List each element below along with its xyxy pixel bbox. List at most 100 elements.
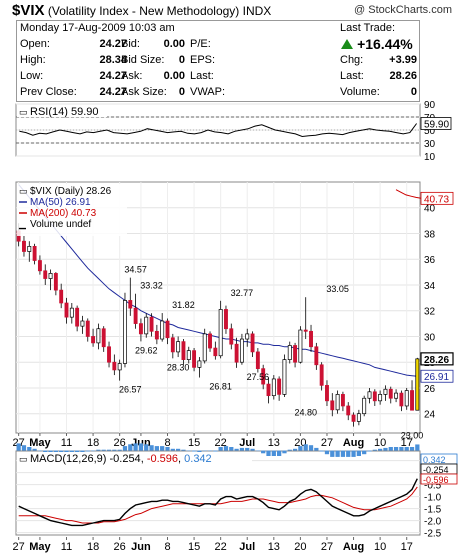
change-pct-value: +16.44% (357, 36, 413, 52)
macd-x-tick-label: 22 (215, 541, 227, 553)
price-tag (420, 352, 454, 366)
price-annotation: 27.56 (247, 372, 270, 382)
eps-label: EPS: (190, 54, 216, 66)
macd-histogram-bar (90, 450, 96, 452)
rsi-title: RSI(14) 59.90 (30, 106, 98, 118)
candle-body (383, 388, 388, 395)
prev-close-value: 24.27 (99, 86, 127, 98)
candle-body (192, 350, 197, 368)
candle-body (346, 405, 351, 416)
candle-body (410, 390, 414, 411)
candle-body (22, 240, 26, 252)
candle-body (43, 270, 48, 279)
price-tick-label: 30 (424, 332, 436, 343)
price-x-tick-label: 8 (164, 437, 170, 449)
change-pct: +16.44% (340, 36, 413, 52)
macd-histogram-bar (239, 447, 245, 451)
macd-histogram-bar (128, 444, 133, 451)
candle-body (48, 273, 53, 279)
up-triangle-icon (341, 39, 353, 49)
price-tick-label: 26 (424, 384, 436, 395)
last-label: Last: (340, 70, 364, 82)
ask-value: 0.00 (163, 70, 185, 82)
candle-body (208, 333, 212, 349)
candle-body (213, 347, 218, 357)
price-annotation: 32.77 (231, 288, 254, 298)
macd-tick-label: -2.5 (424, 529, 442, 540)
price-annotation: 24.80 (294, 407, 317, 417)
macd-histogram-bar (404, 447, 409, 451)
last-value: 28.26 (389, 70, 417, 82)
macd-title-part: -0.254 (109, 453, 140, 465)
price-x-tick-label: 10 (374, 437, 386, 449)
price-x-tick-label: 22 (215, 437, 227, 449)
bid-value: 0.00 (163, 38, 185, 50)
price-tick-label: 36 (424, 255, 436, 266)
candle-body (293, 345, 298, 363)
macd-histogram-bar (122, 446, 128, 451)
price-annotation: 33.05 (326, 284, 349, 294)
candle-body (325, 385, 329, 402)
macd-histogram-bar (292, 448, 298, 451)
pe-label: P/E: (190, 38, 211, 50)
legend-label: MA(50) 26.91 (30, 197, 91, 208)
candle-body (101, 328, 106, 348)
candle-body (314, 346, 319, 366)
candle-body (91, 336, 96, 344)
macd-histogram-bar (330, 450, 335, 457)
ask-label: Ask: (121, 70, 143, 82)
candle-body (197, 360, 202, 368)
macd-histogram-bar (255, 450, 260, 452)
candle-body (394, 392, 399, 399)
prev-close-label: Prev Close: (20, 86, 77, 98)
candle-body (123, 300, 127, 364)
candle-body (388, 388, 393, 399)
candle-body (340, 394, 345, 407)
macd-tag-label: 0.342 (423, 455, 446, 465)
ask-size-label: Ask Size: (121, 86, 167, 98)
macd-tick-label: -1.5 (424, 505, 442, 516)
macd-histogram-bar (75, 450, 80, 454)
candle-body (165, 320, 170, 339)
candle-body (59, 289, 64, 304)
candle-body (245, 333, 250, 340)
candle-body (128, 300, 133, 309)
macd-histogram-bar (170, 448, 175, 451)
candle-body (37, 260, 42, 272)
macd-title-part: 0.342 (184, 453, 212, 465)
candle-body (32, 246, 37, 261)
macd-line (18, 478, 418, 527)
macd-histogram-bar (356, 450, 361, 456)
macd-histogram-bar (101, 449, 106, 451)
legend-label: MA(200) 40.73 (30, 208, 97, 219)
candle-body (367, 391, 372, 399)
macd-x-tick-label: Aug (343, 541, 364, 553)
candle-body (138, 323, 143, 335)
candle-body (303, 329, 308, 332)
price-tick-label: 38 (424, 229, 436, 240)
price-tick-label: 34 (424, 281, 436, 292)
macd-histogram-bar (191, 450, 197, 452)
credit-text: @ StockCharts.com (354, 4, 452, 16)
candle-body (170, 337, 175, 353)
candle-body (85, 320, 90, 337)
price-tick-label: 24 (424, 410, 436, 421)
macd-x-tick-label: 17 (401, 541, 413, 553)
macd-x-tick-label: Jun (131, 541, 151, 553)
ma50-line (18, 184, 418, 377)
price-x-tick-label: 17 (401, 437, 413, 449)
macd-histogram-bar (64, 450, 69, 454)
macd-histogram-bar (197, 450, 202, 453)
rsi-title-bg (17, 105, 107, 117)
macd-histogram-bar (367, 450, 372, 452)
candle-body (133, 307, 138, 324)
macd-tag-label: -0.254 (423, 465, 449, 475)
macd-histogram-bar (32, 448, 37, 451)
macd-x-tick-label: 27 (321, 541, 333, 553)
price-tag-label: 40.73 (424, 194, 449, 205)
candle-body (362, 397, 367, 415)
low-value: 24.27 (99, 70, 127, 82)
macd-histogram-bar (144, 444, 149, 451)
macd-histogram-bar (117, 449, 122, 451)
